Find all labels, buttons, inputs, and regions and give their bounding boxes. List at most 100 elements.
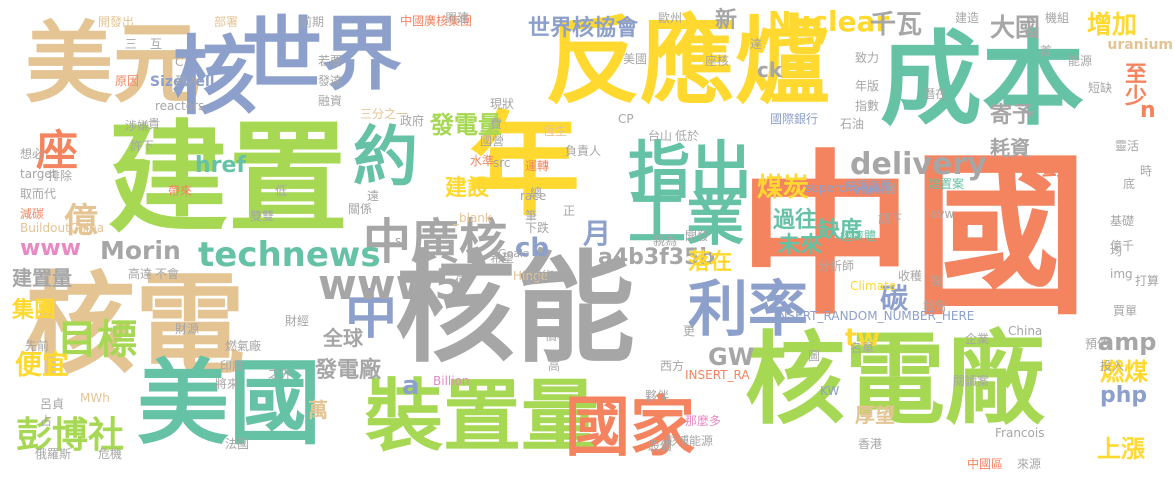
cloud-word-cjk-133: 恆生: [543, 124, 568, 138]
cloud-word-cjk-19: 中: [345, 286, 398, 346]
cloud-word-php-42: php: [1100, 383, 1148, 408]
cloud-word-cjk-113: 發達: [318, 74, 343, 88]
cloud-word-cjk-14: 約: [353, 120, 419, 195]
cloud-word-cp-86: CP: [618, 112, 634, 126]
cloud-word-cjk-177: 低: [275, 184, 288, 198]
cloud-word-cjk-102: 前期: [300, 15, 325, 29]
cloud-word-cjk-124: 帶來: [168, 184, 193, 198]
cloud-word-cjk-176: 遠: [367, 189, 380, 203]
cloud-word-src-85: src: [493, 156, 511, 170]
cloud-word-cjk-44: 上漲: [1097, 435, 1145, 463]
cloud-word-cjk-165: 財經: [285, 314, 310, 328]
cloud-word-cjk-174: 值: [455, 274, 468, 288]
cloud-word-cjk-64: 新: [715, 8, 738, 33]
cloud-word-cjk-116: 原因: [115, 74, 140, 88]
cloud-word-cjk-140: 靈活: [1115, 139, 1140, 153]
cloud-word-cjk-134: 現狀: [490, 97, 515, 111]
cloud-word-cjk-128: 開發: [685, 229, 710, 243]
cloud-word-cjk-175: 關係: [348, 202, 373, 216]
cloud-word-cjk-184: 調下: [878, 212, 903, 226]
cloud-word-cjk-161: 俄羅斯: [35, 447, 72, 461]
cloud-word-cjk-16: 工業: [628, 185, 745, 253]
cloud-word-cjk-178: 更: [683, 324, 696, 338]
cloud-word-s-195: s: [395, 234, 402, 248]
cloud-word-cjk-143: 打算: [1135, 274, 1160, 288]
cloud-word-cjk-65: 建置量: [12, 266, 72, 290]
cloud-word-cjk-59: 耗資: [990, 136, 1030, 160]
cloud-word-cjk-163: 先前: [25, 339, 50, 353]
cloud-word-cjk-105: 建造: [955, 11, 980, 25]
cloud-word-cjk-160: 占: [40, 414, 53, 428]
cloud-word-cjk-120: 想必: [20, 147, 45, 161]
cloud-word-cjk-141: 基礎: [1110, 214, 1135, 228]
cloud-word-cjk-110: 潛在: [923, 87, 948, 101]
cloud-word-cjk-137: 低於: [675, 129, 700, 143]
cloud-word-cjk-60: 寄予: [990, 103, 1035, 128]
cloud-word-cjk-182: 筆: [525, 209, 538, 223]
cloud-word-cjk-48: 月: [583, 217, 612, 250]
cloud-word-cjk-50: 集團: [12, 298, 57, 323]
cloud-word-cjk-147: 企業: [965, 332, 990, 346]
cloud-word-cjk-15: 指出: [628, 134, 753, 207]
cloud-word-cjk-106: 機組: [1045, 11, 1070, 25]
cloud-word-buildoutchina-73: BuildoutChina: [20, 221, 105, 235]
cloud-word-hinge-77: Hinge: [513, 269, 548, 283]
cloud-word-zoneid-72: zoneid: [855, 184, 892, 197]
cloud-word-cjk-10: 核: [172, 28, 258, 127]
cloud-word-reactors-74: reactors: [155, 99, 205, 113]
cloud-word-cjk-53: 發電廠: [315, 358, 382, 383]
cloud-word-www-37: www: [20, 236, 81, 261]
cloud-word-cjk-18: 中廣核: [363, 214, 508, 270]
cloud-word-cjk-17: 利率: [688, 275, 808, 345]
cloud-word-cjk-126: 下跌: [525, 221, 550, 235]
cloud-word-cjk-52: 全球: [323, 326, 363, 350]
cloud-word-technews-21: technews: [198, 235, 381, 275]
cloud-word-cjk-103: 興建: [445, 11, 470, 25]
cloud-word-cjk-56: 未來: [778, 233, 823, 258]
cloud-word-cjk-57: 缺席: [818, 218, 863, 243]
cloud-word-cjk-109: 年版: [855, 79, 880, 93]
cloud-word-uranium-68: uranium: [1107, 37, 1173, 53]
cloud-word-cjk-91: 核電集團: [845, 179, 894, 193]
cloud-word-cjk-156: 中國區: [967, 457, 1004, 471]
cloud-word-cjk-131: 水準: [470, 154, 495, 168]
cloud-word-cjk-33: 煤炭: [757, 173, 810, 203]
cloud-word-cjk-154: 香港: [858, 437, 883, 451]
cloud-word-cjk-189: 圖: [808, 349, 821, 363]
cloud-word-www5-22: www5: [318, 260, 464, 309]
cloud-word-cjk-119: 許下: [130, 139, 155, 153]
cloud-word-cjk-90: 中國廣核集團: [400, 14, 473, 28]
cloud-word-cjk-29: 大國: [990, 13, 1041, 42]
cloud-word-cjk-164: 財源: [175, 322, 200, 336]
cloud-word-cjk-144: 買單: [1113, 304, 1138, 318]
cloud-word-cjk-100: 開發出: [98, 15, 135, 29]
cloud-word-cjk-148: 名單: [850, 341, 875, 355]
cloud-word-cjk-97: 經濟體: [840, 229, 877, 243]
cloud-word-cjk-122: 取而代: [20, 187, 57, 201]
cloud-word-delivery-32: delivery: [850, 147, 987, 182]
cloud-word-cjk-188: 均: [1110, 244, 1123, 258]
cloud-word-cjk-34: 建設: [445, 176, 490, 201]
cloud-word-cjk-58: 計劃: [1020, 156, 1065, 181]
cloud-word-cjk-196: 美國: [623, 52, 648, 66]
cloud-word-cjk-13: 國家: [565, 390, 696, 465]
cloud-word-cjk-185: 時: [1140, 164, 1153, 178]
cloud-word-cjk-142: 億千: [1110, 239, 1135, 253]
cloud-word-cjk-12: 裝置量: [365, 372, 600, 462]
cloud-word-ck-66: ck: [757, 58, 783, 82]
cloud-word-cjk-11: 美國: [137, 350, 322, 457]
cloud-word-sizewell-67: Sizewell: [150, 74, 215, 90]
cloud-word-cjk-192: 首: [1040, 44, 1053, 58]
cloud-word-cjk-162: 呂貞: [40, 397, 65, 411]
cloud-word-cjk-186: 底: [1123, 177, 1136, 191]
cloud-word-cjk-127: 技術: [530, 269, 555, 283]
cloud-word-amp-41: amp: [1098, 328, 1157, 356]
cloud-word-cjk-167: 之外: [268, 367, 293, 381]
cloud-word-cjk-149: 閱讀案: [953, 374, 990, 388]
cloud-word-goals-76: Goals: [498, 247, 529, 260]
cloud-word-morin-38: Morin: [100, 236, 181, 265]
cloud-word-c-193: C: [175, 55, 184, 69]
cloud-word-cjk-168: 將來: [215, 377, 240, 391]
cloud-word-cjk-130: 希望: [490, 251, 515, 265]
cloud-word-cjk-61: 至少: [1121, 62, 1146, 106]
